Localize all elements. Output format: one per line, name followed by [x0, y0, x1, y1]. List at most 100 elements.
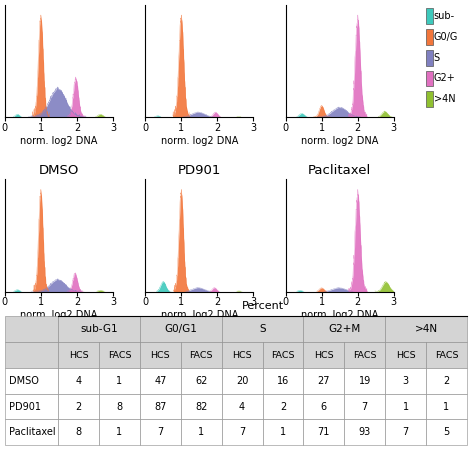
Bar	[385, 419, 426, 445]
Text: G2+: G2+	[434, 73, 456, 83]
Bar	[181, 342, 222, 368]
Bar	[426, 8, 433, 24]
Bar	[263, 393, 303, 419]
Text: 1: 1	[198, 427, 204, 438]
Bar	[385, 393, 426, 419]
Bar	[58, 342, 99, 368]
Text: sub-G1: sub-G1	[80, 324, 118, 334]
Text: HCS: HCS	[314, 350, 334, 359]
Bar	[140, 393, 181, 419]
Bar	[5, 419, 58, 445]
Text: FACS: FACS	[190, 350, 213, 359]
Bar	[263, 419, 303, 445]
Title: Paclitaxel: Paclitaxel	[308, 0, 371, 2]
Title: PD901: PD901	[178, 0, 221, 2]
Text: 19: 19	[359, 376, 371, 386]
Title: DMSO: DMSO	[39, 164, 79, 177]
Text: FACS: FACS	[435, 350, 458, 359]
Text: 4: 4	[75, 376, 82, 386]
Text: PD901: PD901	[9, 401, 41, 411]
Bar	[140, 342, 181, 368]
Bar	[385, 342, 426, 368]
Bar	[181, 419, 222, 445]
Bar	[5, 342, 58, 368]
Text: 1: 1	[402, 401, 409, 411]
Bar	[58, 393, 99, 419]
Text: Percent: Percent	[241, 301, 283, 311]
Text: HCS: HCS	[151, 350, 170, 359]
Bar	[222, 393, 263, 419]
Bar	[426, 393, 467, 419]
Bar	[222, 316, 303, 342]
Text: G0/G: G0/G	[434, 32, 458, 42]
Text: 2: 2	[280, 401, 286, 411]
Text: 8: 8	[75, 427, 82, 438]
Bar	[99, 419, 140, 445]
Bar	[303, 419, 344, 445]
Text: 2: 2	[443, 376, 450, 386]
Text: 1: 1	[444, 401, 449, 411]
Bar	[58, 419, 99, 445]
Text: HCS: HCS	[232, 350, 252, 359]
Text: 1: 1	[117, 376, 123, 386]
X-axis label: norm. log2 DNA: norm. log2 DNA	[301, 310, 378, 320]
Bar	[344, 419, 385, 445]
Text: 7: 7	[402, 427, 409, 438]
Bar	[99, 393, 140, 419]
Text: 82: 82	[195, 401, 208, 411]
Bar	[99, 368, 140, 393]
Text: 6: 6	[321, 401, 327, 411]
Text: S: S	[259, 324, 266, 334]
X-axis label: norm. log2 DNA: norm. log2 DNA	[161, 136, 238, 146]
Bar	[426, 368, 467, 393]
Bar	[58, 368, 99, 393]
Text: FACS: FACS	[271, 350, 295, 359]
Text: 16: 16	[277, 376, 289, 386]
Bar	[303, 393, 344, 419]
Text: 3: 3	[402, 376, 409, 386]
Text: 47: 47	[154, 376, 166, 386]
Text: 5: 5	[443, 427, 450, 438]
Text: sub-: sub-	[434, 11, 455, 21]
Bar	[222, 368, 263, 393]
Text: G0/G1: G0/G1	[164, 324, 197, 334]
X-axis label: norm. log2 DNA: norm. log2 DNA	[20, 136, 98, 146]
Title: DMSO: DMSO	[39, 0, 79, 2]
Text: 1: 1	[117, 427, 123, 438]
Bar	[426, 419, 467, 445]
Bar	[140, 316, 222, 342]
Text: 93: 93	[359, 427, 371, 438]
X-axis label: norm. log2 DNA: norm. log2 DNA	[301, 136, 378, 146]
Text: 7: 7	[362, 401, 368, 411]
Text: Paclitaxel: Paclitaxel	[9, 427, 56, 438]
Text: 1: 1	[280, 427, 286, 438]
Bar	[303, 342, 344, 368]
Bar	[99, 342, 140, 368]
Bar	[263, 342, 303, 368]
Text: 2: 2	[75, 401, 82, 411]
Text: 87: 87	[154, 401, 166, 411]
Bar	[303, 316, 385, 342]
Text: 62: 62	[195, 376, 208, 386]
Text: 20: 20	[236, 376, 248, 386]
Bar	[426, 29, 433, 45]
Bar	[426, 50, 433, 65]
Bar	[344, 393, 385, 419]
Bar	[263, 368, 303, 393]
Text: S: S	[434, 53, 440, 63]
Bar	[58, 316, 140, 342]
X-axis label: norm. log2 DNA: norm. log2 DNA	[161, 310, 238, 320]
Bar	[222, 419, 263, 445]
Text: FACS: FACS	[353, 350, 376, 359]
Bar	[222, 342, 263, 368]
Bar	[140, 368, 181, 393]
Text: >4N: >4N	[434, 94, 456, 104]
Text: 27: 27	[318, 376, 330, 386]
Text: 7: 7	[157, 427, 164, 438]
Bar	[140, 419, 181, 445]
Text: FACS: FACS	[108, 350, 131, 359]
Text: DMSO: DMSO	[9, 376, 39, 386]
Bar	[181, 393, 222, 419]
Bar	[5, 393, 58, 419]
Bar	[5, 368, 58, 393]
